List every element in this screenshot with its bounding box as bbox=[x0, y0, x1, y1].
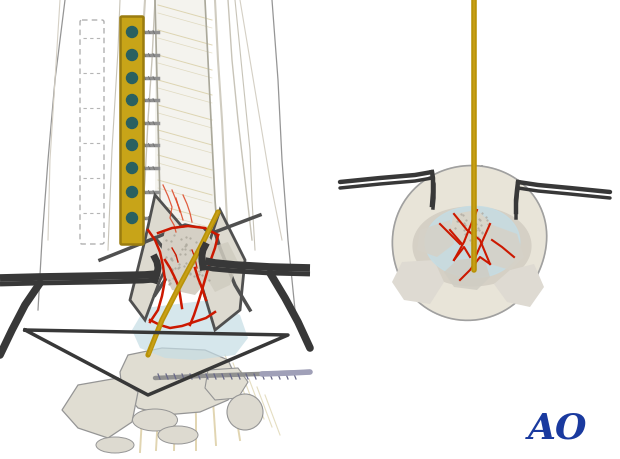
Polygon shape bbox=[450, 210, 492, 247]
Polygon shape bbox=[484, 224, 524, 270]
Polygon shape bbox=[155, 0, 220, 280]
Polygon shape bbox=[132, 300, 248, 360]
Circle shape bbox=[126, 118, 138, 129]
Polygon shape bbox=[120, 348, 238, 415]
Circle shape bbox=[126, 73, 138, 84]
Text: AO: AO bbox=[528, 411, 588, 445]
Polygon shape bbox=[205, 242, 238, 292]
Polygon shape bbox=[160, 225, 215, 295]
Circle shape bbox=[126, 162, 138, 174]
Circle shape bbox=[126, 213, 138, 224]
FancyBboxPatch shape bbox=[120, 17, 143, 245]
Ellipse shape bbox=[96, 437, 134, 453]
Polygon shape bbox=[413, 207, 531, 286]
Circle shape bbox=[126, 27, 138, 38]
Circle shape bbox=[227, 394, 263, 430]
Polygon shape bbox=[444, 257, 490, 290]
Polygon shape bbox=[417, 220, 454, 257]
Polygon shape bbox=[392, 260, 444, 304]
Circle shape bbox=[126, 140, 138, 151]
Polygon shape bbox=[62, 378, 138, 438]
Circle shape bbox=[126, 50, 138, 61]
Ellipse shape bbox=[133, 409, 177, 431]
Circle shape bbox=[126, 95, 138, 106]
Polygon shape bbox=[494, 264, 544, 307]
Polygon shape bbox=[392, 166, 547, 320]
Polygon shape bbox=[205, 368, 248, 400]
Polygon shape bbox=[425, 207, 520, 278]
Polygon shape bbox=[200, 210, 245, 330]
Circle shape bbox=[126, 186, 138, 197]
Ellipse shape bbox=[158, 426, 198, 444]
Polygon shape bbox=[130, 195, 185, 320]
